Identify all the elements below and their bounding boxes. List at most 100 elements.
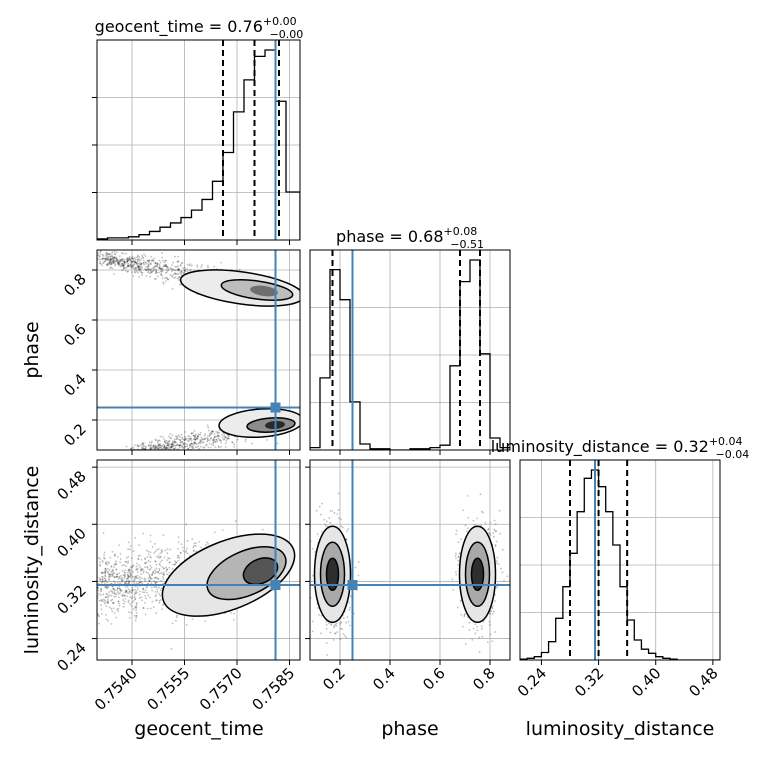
scatter-point: [91, 556, 93, 558]
scatter-point: [146, 269, 149, 271]
scatter-point: [149, 607, 152, 610]
scatter-point: [165, 453, 167, 455]
scatter-point: [143, 591, 146, 594]
scatter-point: [457, 564, 460, 566]
scatter-point: [151, 258, 154, 261]
scatter-point: [107, 600, 110, 603]
scatter-point: [183, 442, 185, 445]
scatter-point: [145, 571, 148, 574]
scatter-point: [128, 452, 130, 454]
scatter-point: [135, 565, 138, 568]
scatter-point: [150, 442, 153, 444]
scatter-point: [183, 445, 186, 448]
scatter-point: [139, 268, 142, 271]
scatter-point: [457, 555, 460, 558]
scatter-point: [123, 262, 126, 265]
scatter-point: [124, 571, 126, 574]
scatter-point: [124, 560, 127, 563]
scatter-point: [157, 444, 160, 446]
scatter-point: [158, 271, 160, 274]
scatter-point: [160, 267, 163, 270]
scatter-point: [325, 621, 328, 623]
scatter-point: [210, 432, 213, 435]
scatter-point: [102, 254, 105, 257]
scatter-point: [115, 258, 118, 261]
scatter-point: [121, 570, 124, 572]
scatter-point: [180, 543, 183, 545]
scatter-point: [98, 599, 101, 602]
scatter-point: [104, 579, 107, 582]
scatter-point: [191, 538, 194, 541]
scatter-point: [122, 578, 125, 581]
scatter-point: [152, 267, 155, 269]
scatter-point: [166, 277, 169, 280]
scatter-point: [128, 570, 131, 572]
scatter-point: [156, 453, 158, 455]
scatter-point: [128, 581, 130, 584]
scatter-point: [85, 557, 87, 559]
scatter-point: [178, 272, 181, 275]
scatter-point: [122, 265, 125, 268]
scatter-point: [308, 555, 310, 557]
scatter-point: [110, 252, 113, 255]
panel-frame: [309, 459, 511, 661]
scatter-point: [134, 258, 137, 261]
scatter-point: [105, 254, 108, 256]
scatter-point: [183, 446, 186, 449]
scatter-point: [124, 591, 126, 594]
x-tick-label: 0.48: [685, 664, 721, 700]
scatter-point: [134, 537, 137, 539]
scatter-point: [199, 438, 202, 441]
scatter-point: [95, 566, 97, 568]
x-axis-label-phase: phase: [381, 718, 438, 740]
scatter-point: [159, 556, 161, 559]
scatter-point: [207, 429, 210, 432]
scatter-point: [495, 562, 498, 565]
scatter-point: [103, 556, 105, 559]
scatter-point: [147, 559, 150, 562]
scatter-point: [80, 618, 82, 620]
scatter-point: [144, 261, 147, 264]
scatter-point: [210, 446, 212, 449]
scatter-point: [189, 442, 192, 445]
scatter-point: [196, 437, 198, 440]
scatter-point: [154, 446, 157, 449]
scatter-point: [140, 596, 143, 599]
scatter-point: [147, 453, 149, 455]
scatter-point: [89, 587, 91, 589]
scatter-point: [90, 610, 92, 612]
scatter-point: [162, 452, 164, 454]
scatter-point: [118, 587, 121, 590]
scatter-point: [170, 437, 172, 440]
scatter-point: [327, 622, 330, 625]
scatter-point: [116, 573, 119, 576]
scatter-point: [149, 445, 151, 448]
scatter-point: [128, 568, 130, 571]
scatter-point: [175, 444, 177, 447]
scatter-point: [182, 443, 185, 445]
scatter-point: [176, 614, 179, 617]
scatter-point: [140, 568, 143, 571]
scatter-point: [88, 587, 90, 589]
scatter-point: [175, 437, 178, 440]
scatter-point: [160, 271, 163, 273]
scatter-point: [137, 455, 139, 457]
scatter-point: [103, 601, 106, 604]
scatter-point: [462, 625, 464, 628]
scatter-point: [94, 559, 96, 561]
scatter-point: [132, 580, 135, 583]
density-contour: [242, 557, 279, 586]
scatter-point: [152, 269, 155, 272]
scatter-point: [203, 438, 206, 441]
scatter-point: [474, 623, 477, 626]
scatter-point: [125, 565, 128, 568]
scatter-point: [98, 258, 101, 261]
scatter-point: [121, 264, 124, 266]
scatter-point: [123, 564, 126, 567]
scatter-point: [133, 259, 136, 262]
title-geocent-time: geocent_time = 0.76+0.00 −0.00: [95, 15, 304, 41]
scatter-point: [86, 564, 88, 566]
scatter-point: [125, 454, 127, 456]
scatter-point: [159, 555, 162, 558]
scatter-point: [111, 267, 114, 270]
